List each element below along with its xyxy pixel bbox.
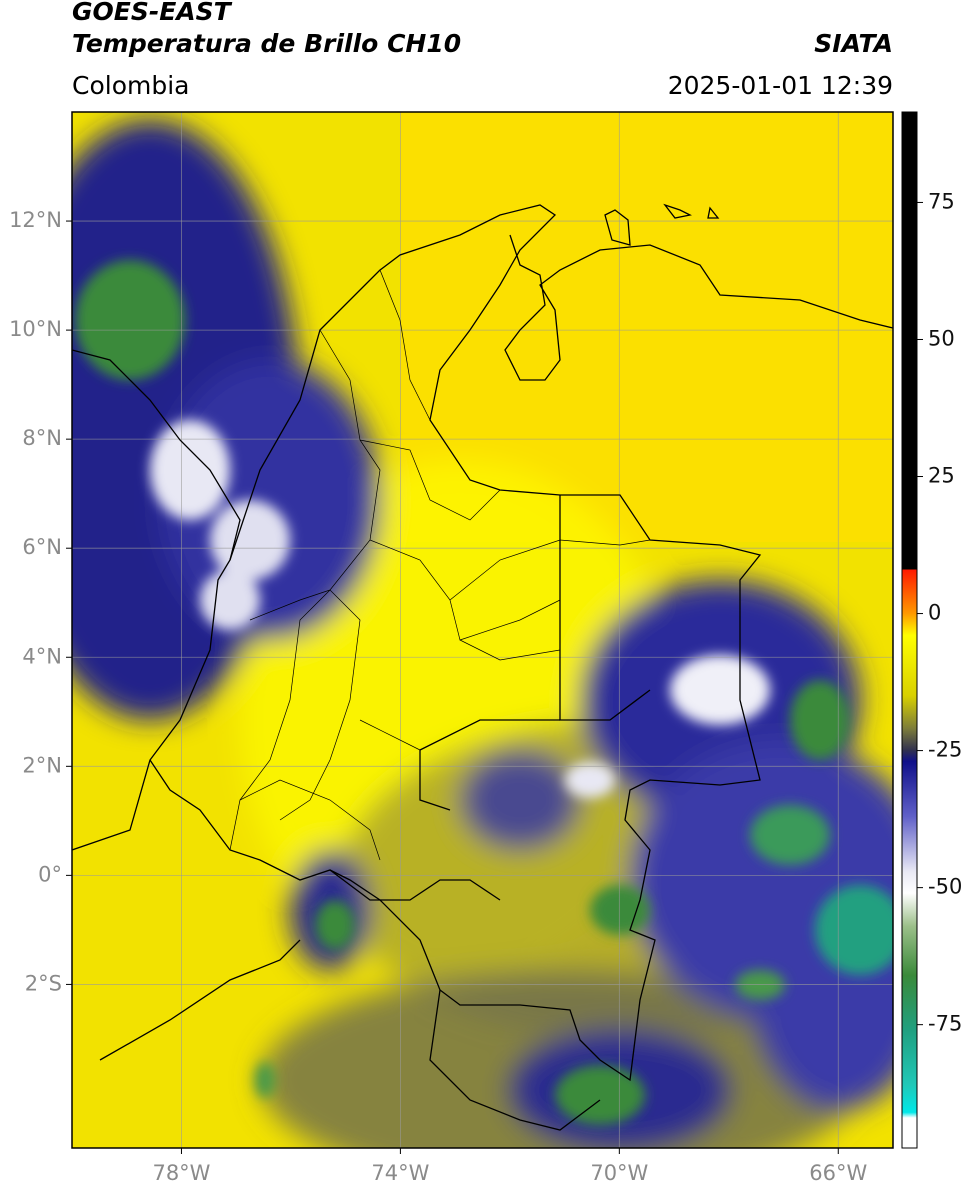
- x-tick-label: 78°W: [152, 1161, 210, 1185]
- satellite-image: [72, 112, 893, 1148]
- x-tick-label: 66°W: [809, 1161, 867, 1185]
- map-axes: 78°W 74°W 70°W 66°W 12°N 10°N 8°N 6°N 4°N 2°N 0° 2°…: [9, 208, 867, 1185]
- y-tick-label: 8°N: [22, 426, 62, 450]
- region-label: Colombia: [72, 71, 189, 100]
- map-frame: [71, 111, 894, 1149]
- y-tick-label: 0°: [38, 862, 62, 886]
- y-tick-label: 10°N: [9, 317, 62, 341]
- y-tick-label: 4°N: [22, 644, 62, 668]
- datetime-label: 2025-01-01 12:39: [668, 71, 893, 100]
- colorbar-tick-label: -75: [928, 1012, 962, 1036]
- colorbar-tick-label: 25: [928, 464, 955, 488]
- y-tick-label: 2°S: [25, 971, 62, 995]
- colorbar-tick-label: -25: [928, 738, 962, 762]
- colorbar-axis: 75 50 25 0 -25 -50 -75: [917, 189, 962, 1036]
- y-tick-label: 2°N: [22, 753, 62, 777]
- colorbar-tick-label: 75: [928, 189, 955, 213]
- graticule: [72, 112, 893, 1148]
- source-label: SIATA: [814, 29, 893, 58]
- satellite-title: GOES-EAST: [72, 0, 233, 26]
- colorbar: [901, 111, 918, 1149]
- colorbar-tick-label: 0: [928, 601, 941, 625]
- y-tick-label: 12°N: [9, 208, 62, 232]
- x-tick-label: 70°W: [590, 1161, 648, 1185]
- borders: [72, 203, 893, 1131]
- x-tick-label: 74°W: [371, 1161, 429, 1185]
- y-tick-label: 6°N: [22, 535, 62, 559]
- departments: [229, 269, 651, 861]
- colorbar-tick-label: 50: [928, 326, 955, 350]
- colorbar-tick-label: -50: [928, 875, 962, 899]
- product-title: Temperatura de Brillo CH10: [72, 29, 461, 58]
